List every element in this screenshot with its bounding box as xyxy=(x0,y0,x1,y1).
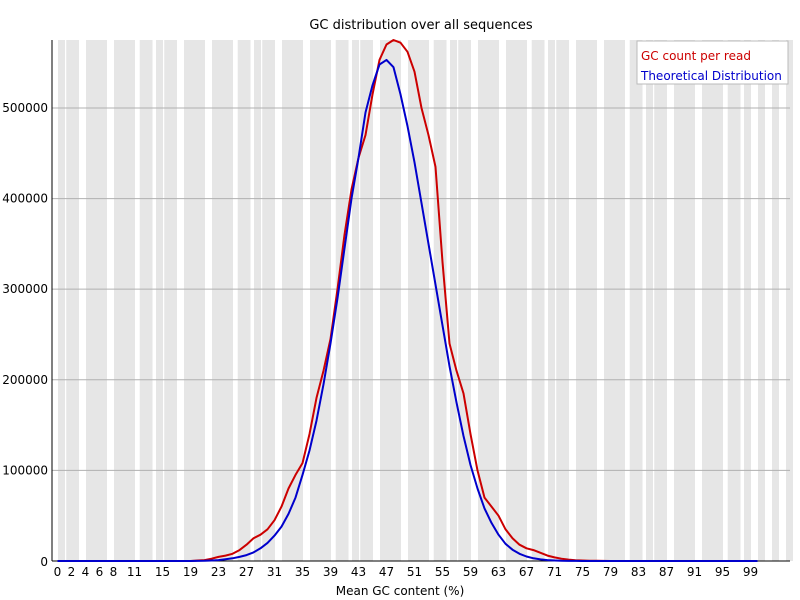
x-tick-labels: 0 2 4 6 8 11 15 19 23 27 31 35 39 43 47 51 55 59 63 67 71 75 7… xyxy=(54,565,758,579)
x-tick-label: 2 xyxy=(68,565,76,579)
grid-band xyxy=(604,40,611,561)
grid-band xyxy=(338,40,345,561)
grid-band xyxy=(296,40,303,561)
grid-band xyxy=(436,40,443,561)
x-tick-label: 87 xyxy=(659,565,674,579)
x-axis-label: Mean GC content (%) xyxy=(336,584,465,598)
y-tick-label: 100000 xyxy=(2,463,48,477)
grid-band xyxy=(464,40,471,561)
y-tick-label: 200000 xyxy=(2,373,48,387)
legend: GC count per read Theoretical Distributi… xyxy=(636,40,789,85)
x-tick-label: 39 xyxy=(323,565,338,579)
x-tick-label: 0 xyxy=(54,565,62,579)
grid-band xyxy=(478,40,485,561)
grid-band xyxy=(646,40,653,561)
series-lines xyxy=(57,39,758,562)
grid-band xyxy=(380,40,387,561)
grid-band xyxy=(366,40,373,561)
x-tick-label: 91 xyxy=(687,565,702,579)
x-tick-label: 11 xyxy=(127,565,142,579)
grid-band xyxy=(534,40,541,561)
grid-band xyxy=(422,40,429,561)
grid-band xyxy=(744,40,751,561)
grid-band xyxy=(58,40,65,561)
x-tick-label: 4 xyxy=(82,565,90,579)
y-tick-labels: 0 100000 200000 300000 400000 500000 xyxy=(2,101,48,569)
x-tick-label: 67 xyxy=(519,565,534,579)
grid-band xyxy=(618,40,625,561)
grid-band xyxy=(408,40,415,561)
grid-band xyxy=(184,40,191,561)
x-tick-label: 75 xyxy=(575,565,590,579)
x-tick-label: 71 xyxy=(547,565,562,579)
x-tick-label: 8 xyxy=(110,565,118,579)
grid-band xyxy=(394,40,401,561)
grid-band xyxy=(450,40,457,561)
grid-band xyxy=(576,40,583,561)
grid-bands xyxy=(58,40,793,561)
grid-band xyxy=(758,40,765,561)
x-tick-label: 95 xyxy=(715,565,730,579)
grid-band xyxy=(142,40,149,561)
x-tick-label: 99 xyxy=(743,565,758,579)
grid-band xyxy=(730,40,737,561)
x-tick-label: 35 xyxy=(295,565,310,579)
legend-entry-gc-count: GC count per read xyxy=(641,49,751,63)
legend-box xyxy=(636,40,789,85)
grid-band xyxy=(156,40,163,561)
grid-band xyxy=(114,40,121,561)
x-tick-label: 59 xyxy=(463,565,478,579)
x-tick-label: 15 xyxy=(155,565,170,579)
grid-band xyxy=(688,40,695,561)
x-tick-label: 23 xyxy=(211,565,226,579)
grid-band xyxy=(86,40,93,561)
grid-band xyxy=(198,40,205,561)
grid-band xyxy=(72,40,79,561)
grid-band xyxy=(716,40,723,561)
grid-band xyxy=(352,40,359,561)
x-tick-label: 27 xyxy=(239,565,254,579)
x-tick-label: 19 xyxy=(183,565,198,579)
grid-band xyxy=(212,40,219,561)
x-tick-label: 31 xyxy=(267,565,282,579)
series-line-theoretical xyxy=(57,58,758,562)
x-tick-label: 47 xyxy=(379,565,394,579)
grid-band xyxy=(590,40,597,561)
grid-band xyxy=(240,40,247,561)
y-tick-label: 500000 xyxy=(2,101,48,115)
grid-band xyxy=(492,40,499,561)
x-tick-label: 55 xyxy=(435,565,450,579)
grid-band xyxy=(100,40,107,561)
x-tick-label: 79 xyxy=(603,565,618,579)
grid-band xyxy=(506,40,513,561)
grid-band xyxy=(170,40,177,561)
grid-band xyxy=(632,40,639,561)
grid-band xyxy=(674,40,681,561)
grid-band xyxy=(772,40,779,561)
chart-title: GC distribution over all sequences xyxy=(309,18,533,33)
grid-band xyxy=(702,40,709,561)
grid-band xyxy=(254,40,261,561)
grid-band xyxy=(786,40,793,561)
legend-entry-theoretical: Theoretical Distribution xyxy=(640,69,782,83)
x-tick-label: 43 xyxy=(351,565,366,579)
grid-band xyxy=(324,40,331,561)
grid-band xyxy=(226,40,233,561)
x-tick-label: 51 xyxy=(407,565,422,579)
y-tick-label: 300000 xyxy=(2,282,48,296)
y-tick-label: 400000 xyxy=(2,192,48,206)
grid-band xyxy=(548,40,555,561)
x-tick-label: 63 xyxy=(491,565,506,579)
grid-band xyxy=(562,40,569,561)
grid-band xyxy=(520,40,527,561)
y-tick-label: 0 xyxy=(40,555,48,569)
grid-band xyxy=(660,40,667,561)
grid-band xyxy=(268,40,275,561)
grid-band xyxy=(310,40,317,561)
x-tick-label: 83 xyxy=(631,565,646,579)
x-tick-label: 6 xyxy=(96,565,104,579)
grid-band xyxy=(282,40,289,561)
grid-band xyxy=(128,40,135,561)
